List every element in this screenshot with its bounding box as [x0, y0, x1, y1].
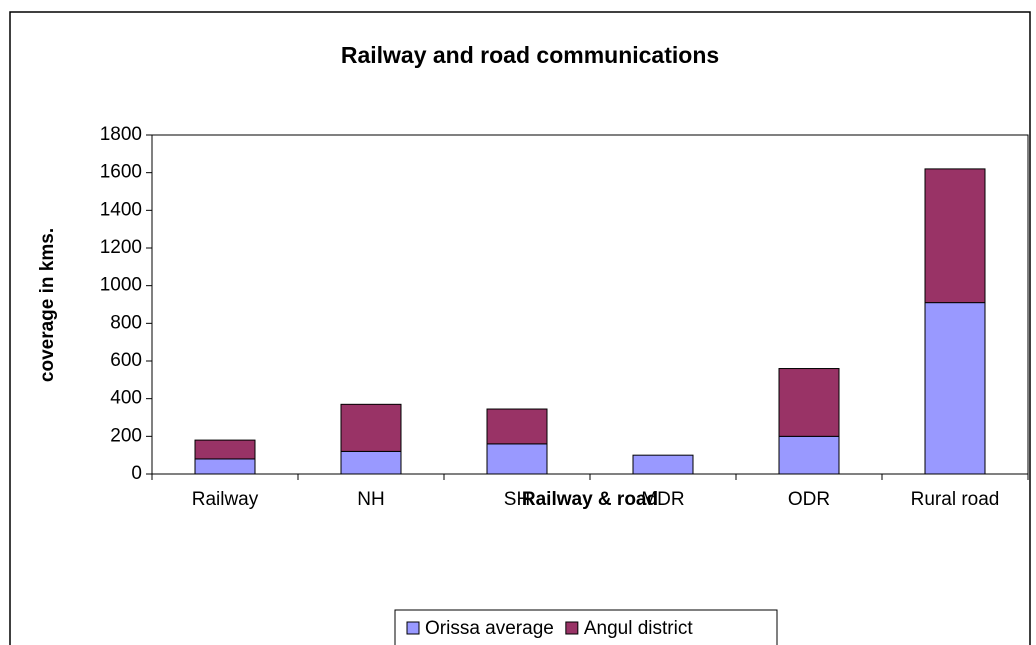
- legend-swatch: [565, 621, 579, 635]
- y-tick-label: 200: [110, 425, 142, 446]
- y-tick-label: 0: [131, 463, 142, 484]
- legend: [394, 609, 778, 645]
- y-tick-label: 800: [110, 312, 142, 333]
- bar-segment: [778, 435, 840, 475]
- legend-label: Angul district: [584, 618, 693, 639]
- y-tick-label: 1400: [100, 199, 142, 220]
- y-tick-label: 1000: [100, 275, 142, 296]
- bar-segment: [924, 302, 986, 475]
- y-axis-title: coverage in kms.: [37, 228, 58, 382]
- legend-swatch: [406, 621, 420, 635]
- x-tick-label: MDR: [641, 489, 684, 510]
- bar-segment: [486, 443, 548, 475]
- x-tick-label: Railway: [192, 489, 259, 510]
- y-tick-label: 1600: [100, 162, 142, 183]
- x-tick-label: SH: [504, 489, 530, 510]
- bar-segment: [778, 368, 840, 437]
- y-tick-label: 400: [110, 388, 142, 409]
- x-tick-label: Rural road: [911, 489, 1000, 510]
- y-tick-label: 1200: [100, 237, 142, 258]
- x-axis-title: Railway & road: [522, 489, 658, 510]
- chart-title: Railway and road communications: [341, 42, 719, 68]
- y-tick-label: 600: [110, 350, 142, 371]
- legend-label: Orissa average: [425, 618, 554, 639]
- bar-segment: [340, 403, 402, 452]
- bar-segment: [340, 450, 402, 475]
- bar-segment: [194, 458, 256, 475]
- bar-segment: [194, 439, 256, 460]
- chart-frame: [9, 11, 1031, 645]
- x-tick-label: ODR: [788, 489, 830, 510]
- bar-segment: [486, 408, 548, 445]
- y-tick-label: 1800: [100, 124, 142, 145]
- bar-segment: [632, 454, 694, 475]
- bar-segment: [924, 168, 986, 304]
- x-tick-label: NH: [357, 489, 384, 510]
